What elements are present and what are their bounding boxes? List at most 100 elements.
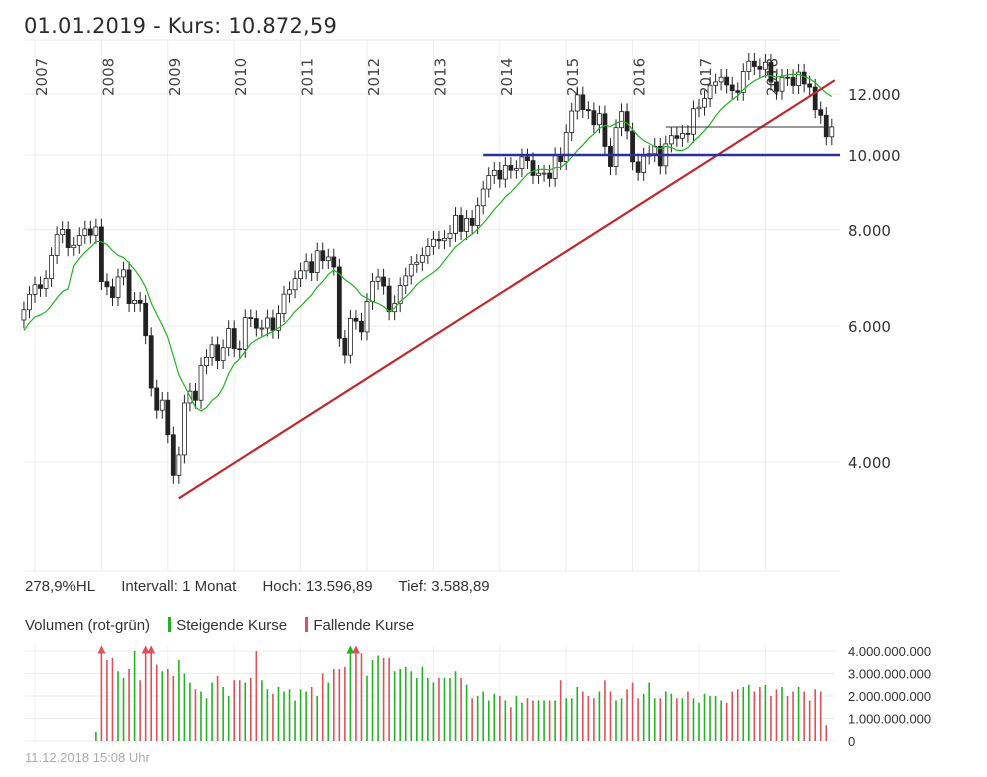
candle [685, 125, 691, 143]
candle-body [613, 127, 619, 167]
candle [458, 207, 464, 240]
candle [480, 180, 486, 215]
candle [574, 86, 580, 120]
candle [99, 218, 104, 291]
candle-body [370, 281, 375, 302]
candle [287, 281, 292, 303]
volume-legend-title: Volumen (rot-grün) [25, 617, 151, 634]
candle [751, 52, 757, 75]
trendline [178, 79, 836, 500]
candle [541, 164, 547, 182]
candle [447, 225, 453, 247]
candle [785, 68, 790, 86]
candle-body [619, 111, 624, 129]
candle-body [569, 110, 575, 133]
volume-tick-label: 3.000.000.000 [848, 667, 931, 682]
candle-body [442, 238, 447, 242]
volume-tick-label: 0 [848, 734, 855, 749]
moving-average-line [23, 73, 833, 412]
candle [320, 242, 326, 270]
legend-falling: Fallende Kurse [313, 617, 415, 634]
candle-body [779, 76, 785, 92]
candle [281, 285, 287, 323]
candle [126, 261, 132, 313]
candle-body [469, 217, 475, 226]
candle [469, 210, 475, 234]
candle-body [226, 328, 232, 349]
candle [198, 357, 204, 409]
candle [176, 446, 182, 484]
candle-body [325, 256, 331, 262]
candle [536, 164, 541, 184]
candle [774, 73, 779, 100]
candle-body [447, 232, 453, 239]
candle-body [818, 109, 824, 116]
candle [652, 138, 658, 163]
y-tick-label: 4.000 [848, 454, 891, 472]
candle-body [121, 269, 126, 278]
candle [181, 394, 187, 464]
candle [696, 98, 702, 118]
legend-rising: Steigende Kurse [176, 617, 288, 634]
candle-body [829, 126, 835, 138]
candle-body [580, 94, 586, 110]
candle-body [812, 86, 818, 111]
candle [425, 238, 431, 265]
candle [38, 276, 43, 297]
candle-body [497, 169, 503, 180]
candle-body [691, 108, 696, 135]
candle-body [403, 275, 409, 286]
candle [525, 148, 530, 170]
candle [580, 86, 586, 119]
candle [27, 286, 32, 319]
candle [226, 320, 232, 357]
candle-body [724, 76, 730, 86]
candle [303, 253, 309, 280]
candle-body [768, 61, 774, 83]
candle-body [264, 317, 270, 329]
candle-body [641, 155, 647, 173]
candle-body [746, 60, 752, 72]
candle-body [735, 90, 741, 93]
x-tick-label: 2012 [365, 58, 383, 96]
candle [325, 248, 331, 270]
candle-body [464, 217, 470, 232]
y-tick-label: 6.000 [848, 318, 891, 336]
candle-body [386, 285, 392, 313]
candle-body [336, 266, 342, 339]
candle-body [702, 98, 707, 108]
candle [264, 309, 270, 337]
candle [370, 273, 375, 310]
candle [336, 258, 342, 347]
candle-body [204, 357, 209, 367]
candle [159, 391, 165, 419]
candle [87, 220, 93, 244]
candle-body [132, 299, 138, 304]
candle [508, 157, 514, 179]
candle-body [796, 71, 801, 86]
candle-body [87, 228, 93, 236]
candle [381, 268, 387, 295]
candle-body [32, 284, 38, 295]
y-tick-label: 8.000 [848, 222, 891, 240]
candle [619, 103, 624, 137]
candle [121, 261, 126, 286]
candle-body [630, 130, 635, 163]
candle [569, 102, 575, 142]
candle [635, 153, 641, 181]
candle [530, 152, 536, 184]
candle-body [137, 299, 143, 304]
x-tick-label: 2013 [431, 58, 449, 96]
candle [331, 248, 337, 276]
candle [442, 230, 447, 250]
candle-body [635, 161, 641, 173]
candle-body [298, 270, 304, 280]
candle-body [82, 228, 88, 236]
candle [60, 221, 66, 244]
candle-body [148, 335, 154, 389]
x-tick-label: 2016 [631, 58, 649, 96]
candle [242, 309, 248, 358]
candle [718, 68, 724, 91]
candle-body [436, 238, 442, 242]
